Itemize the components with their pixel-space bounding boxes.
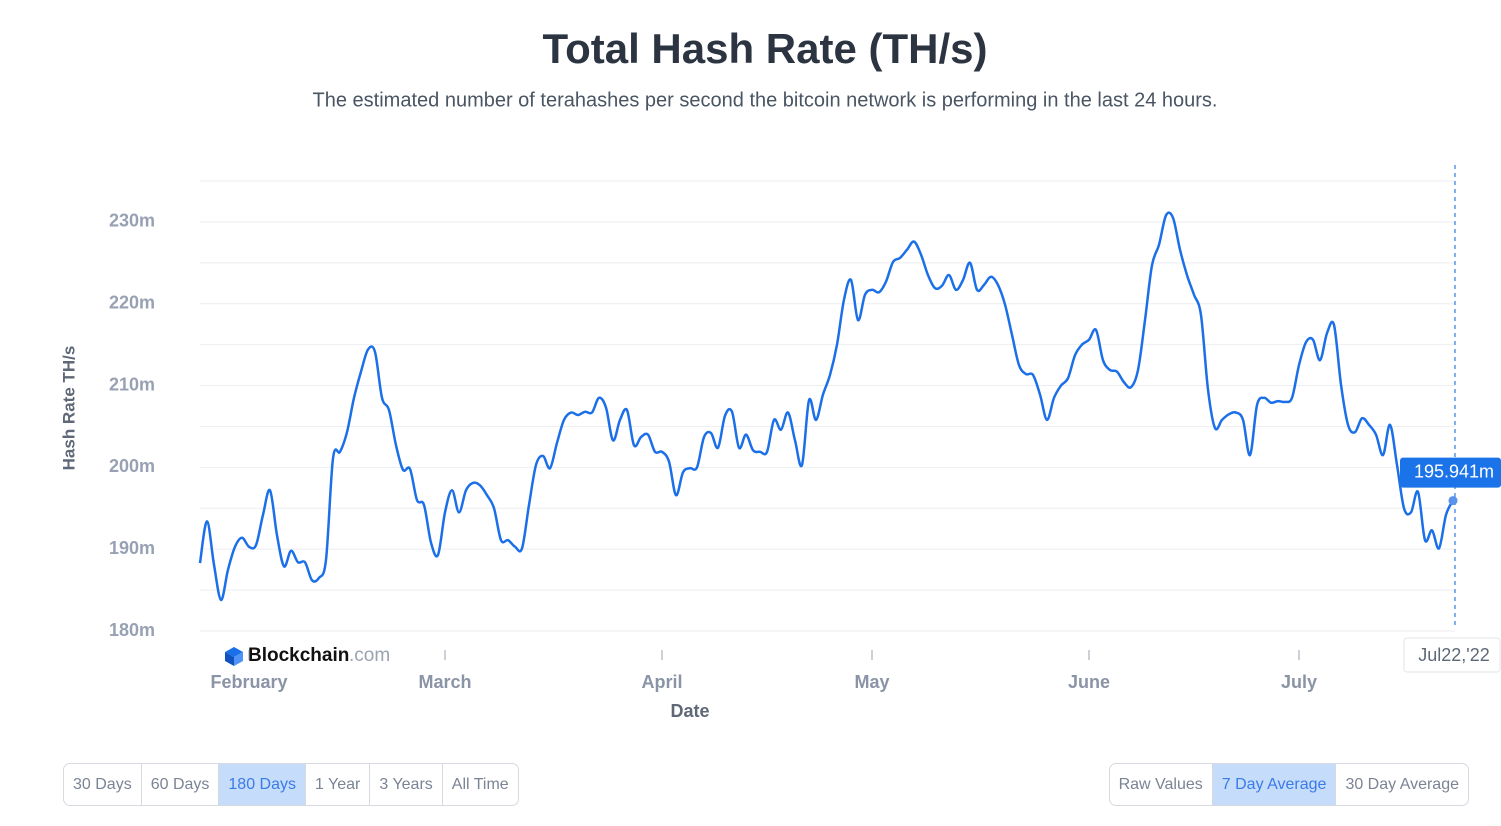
toggle-button[interactable]: Raw Values	[1118, 776, 1203, 793]
x-tick-label: April	[641, 672, 682, 692]
watermark: Blockchain .com	[225, 645, 390, 666]
y-axis-title: Hash Rate TH/s	[59, 346, 78, 471]
x-tick-label: March	[418, 672, 471, 692]
y-tick-label: 230m	[109, 211, 155, 231]
y-tick-label: 200m	[109, 456, 155, 476]
logo-icon	[234, 652, 243, 666]
x-tick-label: May	[854, 672, 889, 692]
toggle-button[interactable]: 7 Day Average	[1211, 764, 1336, 805]
data-line	[198, 211, 1455, 602]
watermark-name: Blockchain	[248, 645, 349, 666]
toggle-button[interactable]: 30 Day Average	[1335, 764, 1468, 805]
date-box	[1403, 637, 1501, 673]
toggle-button[interactable]: 1 Year	[305, 764, 369, 805]
toggle-button[interactable]: All Time	[441, 764, 518, 805]
y-tick-label: 210m	[109, 374, 155, 394]
tooltip-value: 195.941m	[1414, 461, 1494, 481]
y-tick-label: 190m	[109, 538, 155, 558]
toggle-button[interactable]: 3 Years	[369, 764, 441, 805]
y-tick-label: 220m	[109, 292, 155, 312]
toggle-button[interactable]: 180 Days	[218, 764, 305, 805]
date-label: Jul22,'22	[1418, 645, 1490, 665]
tooltip-box	[1400, 457, 1501, 488]
chart-subtitle: The estimated number of terahashes per s…	[313, 89, 1218, 111]
toggle-button[interactable]: 30 Days	[73, 776, 132, 793]
x-tick-label: February	[210, 672, 287, 692]
watermark-suffix: .com	[349, 645, 390, 666]
toggle-button[interactable]: 60 Days	[140, 764, 219, 805]
x-axis-title: Date	[670, 701, 709, 721]
logo-icon	[225, 652, 234, 666]
average-selector: Raw Values 7 Day Average 30 Day Average	[1108, 763, 1469, 806]
hover-point	[1448, 496, 1458, 506]
x-tick-label: July	[1281, 672, 1317, 692]
chart-title: Total Hash Rate (TH/s)	[543, 25, 988, 72]
period-selector: 30 Days 60 Days 180 Days 1 Year 3 Years All T…	[63, 763, 519, 806]
x-tick-label: June	[1068, 672, 1110, 692]
y-tick-label: 180m	[109, 620, 155, 640]
